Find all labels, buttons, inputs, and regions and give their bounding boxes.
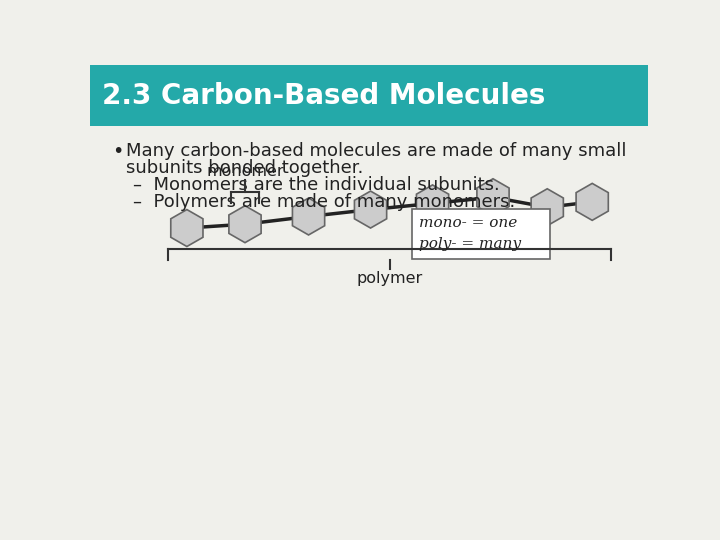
Text: –  Monomers are the individual subunits.: – Monomers are the individual subunits. [132,176,500,194]
Bar [90,65,648,126]
Polygon shape [576,184,608,220]
Polygon shape [171,210,203,247]
Text: polymer: polymer [356,271,423,286]
Text: mono- = one: mono- = one [419,217,518,231]
Text: •: • [112,142,123,161]
Polygon shape [292,198,325,235]
Text: subunits bonded together.: subunits bonded together. [126,159,363,177]
Bar [90,65,648,126]
Polygon shape [477,179,509,215]
Polygon shape [531,189,563,226]
Polygon shape [416,185,449,222]
Text: poly- = many: poly- = many [419,237,521,251]
Text: monomer: monomer [206,164,284,179]
Text: –  Polymers are made of many monomers.: – Polymers are made of many monomers. [132,193,515,211]
Polygon shape [229,206,261,242]
Text: Many carbon-based molecules are made of many small: Many carbon-based molecules are made of … [126,142,626,160]
Text: 2.3 Carbon-Based Molecules: 2.3 Carbon-Based Molecules [102,82,546,110]
Bar [412,209,549,259]
Polygon shape [354,191,387,228]
